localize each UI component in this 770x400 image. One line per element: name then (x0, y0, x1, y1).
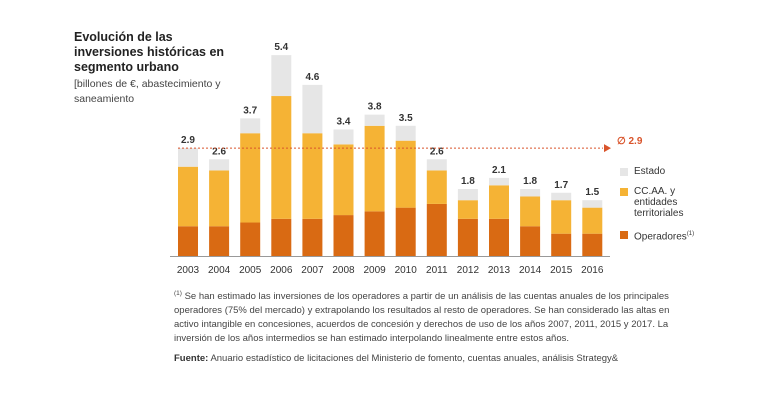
total-label-2016: 1.5 (585, 187, 599, 198)
legend-label-operadores: Operadores(1) (634, 231, 695, 243)
bar-estado-2013 (489, 177, 509, 186)
bar-estado-2016 (582, 200, 603, 208)
total-label-2011: 2.6 (430, 146, 444, 157)
bar-operadores-2016 (582, 233, 603, 256)
total-label-2007: 4.6 (305, 72, 319, 83)
bar-ccaa-2011 (426, 170, 447, 204)
bar-ccaa-2016 (582, 207, 603, 234)
bar-estado-2012 (457, 189, 478, 201)
bar-ccaa-2010 (395, 140, 416, 208)
bar-operadores-2010 (395, 207, 416, 256)
total-label-2009: 3.8 (368, 102, 382, 113)
average-arrow (604, 144, 611, 153)
total-label-2012: 1.8 (461, 176, 475, 187)
bar-estado-2014 (520, 189, 541, 197)
x-tick-2005: 2005 (239, 265, 262, 276)
total-label-2014: 1.8 (523, 176, 537, 187)
x-tick-2009: 2009 (363, 265, 386, 276)
bar-ccaa-2005 (240, 133, 261, 223)
x-tick-2006: 2006 (270, 265, 293, 276)
bar-operadores-2013 (489, 218, 509, 256)
total-label-2005: 3.7 (243, 105, 257, 116)
x-tick-2016: 2016 (581, 265, 604, 276)
total-label-2004: 2.6 (212, 146, 226, 157)
x-tick-2004: 2004 (208, 265, 231, 276)
chart-title: Evolución de las inversiones históricas … (74, 30, 225, 74)
bar-ccaa-2004 (209, 170, 230, 227)
footnote: (1) Se han estimado las inversiones de l… (174, 287, 694, 346)
x-tick-2010: 2010 (395, 265, 418, 276)
bar-operadores-2003 (178, 226, 198, 256)
bar-operadores-2004 (209, 226, 230, 256)
total-label-2010: 3.5 (399, 113, 413, 124)
bar-estado-2010 (395, 125, 416, 141)
total-label-2013: 2.1 (492, 165, 506, 176)
total-label-2006: 5.4 (274, 42, 288, 53)
bar-estado-2015 (551, 192, 572, 201)
bar-estado-2004 (209, 159, 230, 171)
x-tick-2011: 2011 (426, 265, 448, 276)
x-tick-2008: 2008 (332, 265, 355, 276)
x-tick-2015: 2015 (550, 265, 573, 276)
bar-ccaa-2003 (178, 166, 198, 227)
bar-estado-2003 (178, 148, 198, 167)
bar-operadores-2006 (271, 218, 292, 256)
total-label-2008: 3.4 (337, 117, 351, 128)
bar-estado-2011 (426, 159, 447, 171)
legend-label-estado: Estado (634, 166, 666, 177)
bar-ccaa-2015 (551, 200, 572, 234)
bar-estado-2007 (302, 84, 323, 134)
x-tick-2007: 2007 (301, 265, 324, 276)
bar-ccaa-2006 (271, 96, 292, 219)
total-label-2015: 1.7 (554, 180, 568, 191)
bar-estado-2008 (333, 129, 354, 145)
source-label: Fuente: (174, 353, 209, 364)
bar-ccaa-2008 (333, 144, 354, 216)
legend-label-ccaa: CC.AA. y entidades territoriales (634, 186, 684, 219)
source-text: Anuario estadístico de licitaciones del … (210, 353, 619, 364)
legend-swatch-estado (620, 168, 628, 176)
footnote-text: Se han estimado las inversiones de los o… (174, 291, 670, 345)
footnote-marker: (1) (174, 290, 182, 297)
chart-subtitle: [billones de €, abastecimiento y saneami… (74, 78, 221, 105)
x-tick-2013: 2013 (488, 265, 511, 276)
bar-ccaa-2014 (520, 196, 541, 227)
legend-swatch-operadores (620, 231, 628, 239)
x-tick-2012: 2012 (457, 265, 480, 276)
bar-ccaa-2009 (364, 125, 385, 212)
bar-ccaa-2007 (302, 133, 323, 219)
bar-operadores-2008 (333, 215, 354, 256)
bar-operadores-2012 (457, 218, 478, 256)
bar-operadores-2014 (520, 226, 541, 256)
bar-estado-2005 (240, 118, 261, 134)
x-tick-2014: 2014 (519, 265, 542, 276)
x-tick-2003: 2003 (177, 265, 200, 276)
stacked-bar-chart: 2.9 2003 2.6 2004 3.7 2005 5.4 2006 4.6 2007 3.4 20… (170, 42, 611, 276)
bar-operadores-2009 (364, 211, 385, 256)
bar-estado-2006 (271, 55, 292, 97)
bar-ccaa-2012 (457, 200, 478, 219)
average-label: ∅ 2.9 (617, 136, 643, 147)
bar-operadores-2011 (426, 203, 447, 256)
bar-ccaa-2013 (489, 185, 509, 219)
bar-operadores-2007 (302, 218, 323, 256)
bar-operadores-2005 (240, 222, 261, 256)
legend-swatch-ccaa (620, 188, 628, 196)
total-label-2003: 2.9 (181, 135, 195, 146)
bar-estado-2009 (364, 114, 385, 126)
bar-operadores-2015 (551, 233, 572, 256)
source-note: Fuente: Anuario estadístico de licitacio… (174, 352, 734, 366)
chart-title-block: Evolución de las inversiones históricas … (74, 30, 244, 107)
